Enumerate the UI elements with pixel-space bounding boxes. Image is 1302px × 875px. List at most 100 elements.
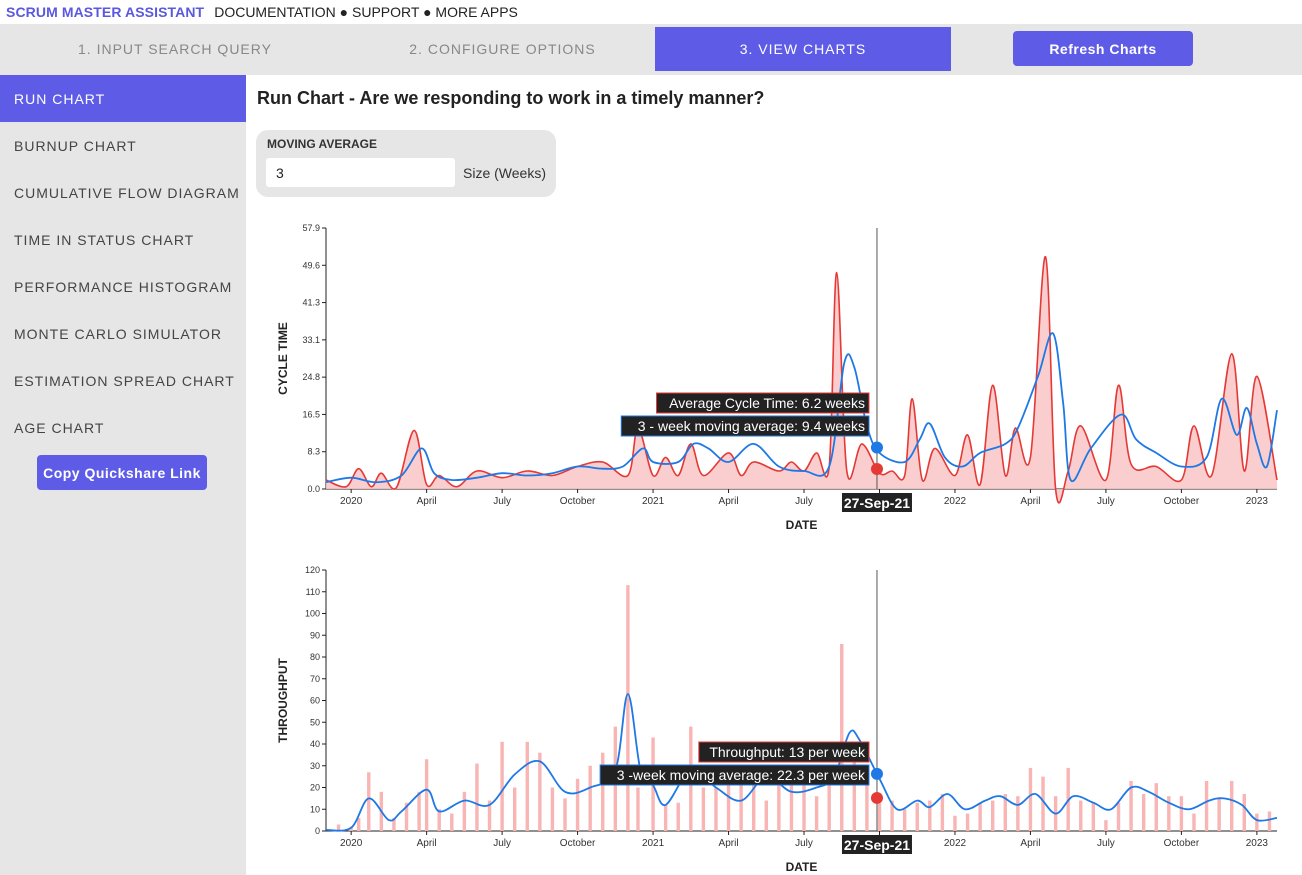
- throughput-throughput-bar: [1079, 800, 1083, 831]
- throughput-x-tick-label: 2020: [340, 838, 363, 849]
- moving-average-size-input[interactable]: [266, 158, 455, 187]
- cycle-cursor-marker-raw: [870, 463, 883, 476]
- throughput-y-tick-label: 60: [310, 696, 320, 706]
- throughput-cursor-marker-raw: [870, 791, 883, 804]
- cycle-cursor-marker-average: [870, 441, 883, 454]
- throughput-throughput-bar: [726, 778, 731, 831]
- throughput-throughput-bar: [802, 783, 806, 831]
- throughput-throughput-bar: [940, 794, 945, 831]
- throughput-throughput-bar: [827, 783, 831, 831]
- cycle-y-tick-label: 24.8: [302, 372, 320, 382]
- throughput-tooltip-box: [599, 764, 870, 786]
- throughput-cursor-date-box: [841, 835, 912, 854]
- throughput-throughput-bar: [1116, 802, 1121, 831]
- moving-average-panel: MOVING AVERAGE Size (Weeks): [256, 130, 556, 197]
- cycle-cycle-time-area: [326, 256, 1277, 503]
- throughput-throughput-bar: [512, 787, 517, 831]
- throughput-throughput-bar: [814, 796, 819, 831]
- cycle-moving-average-line: [325, 332, 1278, 484]
- throughput-throughput-bar: [991, 800, 995, 831]
- throughput-throughput-bar: [1255, 813, 1259, 831]
- throughput-throughput-bar: [1242, 794, 1246, 831]
- throughput-x-axis-title: DATE: [786, 860, 818, 874]
- throughput-y-tick-label: 10: [310, 804, 320, 814]
- throughput-tooltip-text: 3 -week moving average: 22.3 per week: [617, 767, 866, 783]
- throughput-throughput-bar: [902, 809, 907, 831]
- cycle-y-tick-label: 0.0: [307, 484, 320, 494]
- throughput-throughput-bar: [424, 759, 429, 831]
- sidebar-item-burnup-chart[interactable]: BURNUP CHART: [14, 137, 137, 154]
- throughput-throughput-bar: [840, 643, 844, 831]
- step-configure-options[interactable]: 2. CONFIGURE OPTIONS: [409, 41, 596, 57]
- cycle-x-tick-label: July: [493, 496, 511, 507]
- sidebar-item-time-in-status-chart[interactable]: TIME IN STATUS CHART: [14, 231, 195, 248]
- cycle-y-axis-title: CYCLE TIME: [276, 322, 290, 395]
- throughput-throughput-bar: [928, 800, 932, 831]
- sidebar-item-monte-carlo-simulator[interactable]: MONTE CARLO SIMULATOR: [14, 325, 222, 342]
- throughput-throughput-bar: [953, 815, 957, 831]
- top-links[interactable]: DOCUMENTATION ● SUPPORT ● MORE APPS: [214, 4, 518, 20]
- sidebar-item-cumulative-flow-diagram[interactable]: CUMULATIVE FLOW DIAGRAM: [14, 184, 240, 201]
- throughput-throughput-bar: [890, 800, 894, 831]
- throughput-x-tick-label: October: [560, 838, 596, 849]
- throughput-x-tick-label: April: [1020, 838, 1040, 849]
- throughput-throughput-bar: [1154, 783, 1158, 831]
- throughput-y-tick-label: 20: [310, 783, 320, 793]
- throughput-x-tick-label: 2023: [1246, 838, 1269, 849]
- sidebar-item-estimation-spread-chart[interactable]: ESTIMATION SPREAD CHART: [14, 372, 235, 389]
- throughput-y-tick-label: 30: [310, 761, 320, 771]
- throughput-y-tick-label: 90: [310, 630, 320, 640]
- throughput-x-tick-label: April: [417, 838, 437, 849]
- throughput-throughput-bar: [777, 778, 781, 831]
- throughput-throughput-bar: [915, 802, 919, 831]
- throughput-throughput-bar: [1041, 776, 1045, 831]
- cycle-tooltip-text: 3 - week moving average: 9.4 weeks: [638, 418, 865, 434]
- throughput-throughput-bar: [676, 802, 680, 831]
- throughput-y-tick-label: 120: [305, 565, 320, 575]
- throughput-throughput-bar: [588, 765, 592, 831]
- throughput-throughput-bar: [701, 787, 706, 831]
- cycle-x-tick-label: October: [560, 496, 596, 507]
- cycle-y-tick-label: 8.3: [307, 447, 320, 457]
- throughput-y-tick-label: 100: [305, 609, 320, 619]
- throughput-throughput-bar: [965, 813, 970, 831]
- throughput-x-tick-label: October: [1164, 838, 1200, 849]
- throughput-throughput-bar: [525, 741, 529, 831]
- sidebar-item-performance-histogram[interactable]: PERFORMANCE HISTOGRAM: [14, 278, 233, 295]
- throughput-throughput-bar: [714, 787, 718, 831]
- throughput-throughput-bar: [538, 752, 542, 831]
- cycle-tooltip-text: Average Cycle Time: 6.2 weeks: [669, 395, 865, 411]
- throughput-y-tick-label: 80: [310, 652, 320, 662]
- cycle-time-run-chart[interactable]: 0.0 8.3 16.5 24.8 33.1 41.3 49.6 57.9 2020 April J…: [270, 218, 1302, 538]
- throughput-x-tick-label: July: [1097, 838, 1115, 849]
- sidebar-item-run-chart[interactable]: RUN CHART: [0, 75, 246, 122]
- step-view-charts[interactable]: 3. VIEW CHARTS: [655, 27, 951, 71]
- throughput-y-tick-label: 110: [306, 587, 320, 597]
- throughput-throughput-bar: [487, 800, 492, 831]
- throughput-throughput-bar: [751, 778, 756, 831]
- throughput-throughput-bar: [877, 802, 882, 831]
- cycle-y-tick-label: 33.1: [302, 335, 320, 345]
- throughput-throughput-bar: [404, 802, 409, 831]
- throughput-x-tick-label: July: [493, 838, 511, 849]
- step-input-search-query[interactable]: 1. INPUT SEARCH QUERY: [78, 41, 272, 57]
- brand-logo[interactable]: SCRUM MASTER ASSISTANT: [6, 4, 205, 20]
- cycle-cursor-date-label: 27-Sep-21: [844, 495, 910, 511]
- cycle-y-tick-label: 57.9: [302, 223, 320, 233]
- sidebar: RUN CHART BURNUP CHART CUMULATIVE FLOW D…: [0, 75, 246, 875]
- throughput-throughput-bar: [417, 791, 421, 831]
- throughput-throughput-bar: [1141, 794, 1146, 831]
- throughput-y-tick-label: 0: [315, 826, 320, 836]
- refresh-charts-button[interactable]: Refresh Charts: [1013, 31, 1193, 66]
- throughput-run-chart[interactable]: 0 10 20 30 40 50 60 70 80 90 100 110 120 2020 April Jul…: [270, 560, 1302, 875]
- throughput-throughput-bar: [1167, 796, 1171, 831]
- throughput-tooltip-box: [698, 741, 870, 763]
- throughput-y-tick-label: 50: [310, 717, 320, 727]
- throughput-throughput-bar: [437, 809, 441, 831]
- copy-quickshare-link-button[interactable]: Copy Quickshare Link: [37, 455, 207, 490]
- sidebar-item-age-chart[interactable]: AGE CHART: [14, 419, 105, 436]
- throughput-throughput-bar: [450, 813, 454, 831]
- cycle-x-tick-label: October: [1164, 496, 1200, 507]
- throughput-throughput-bar: [626, 585, 630, 831]
- cycle-x-tick-label: July: [795, 496, 813, 507]
